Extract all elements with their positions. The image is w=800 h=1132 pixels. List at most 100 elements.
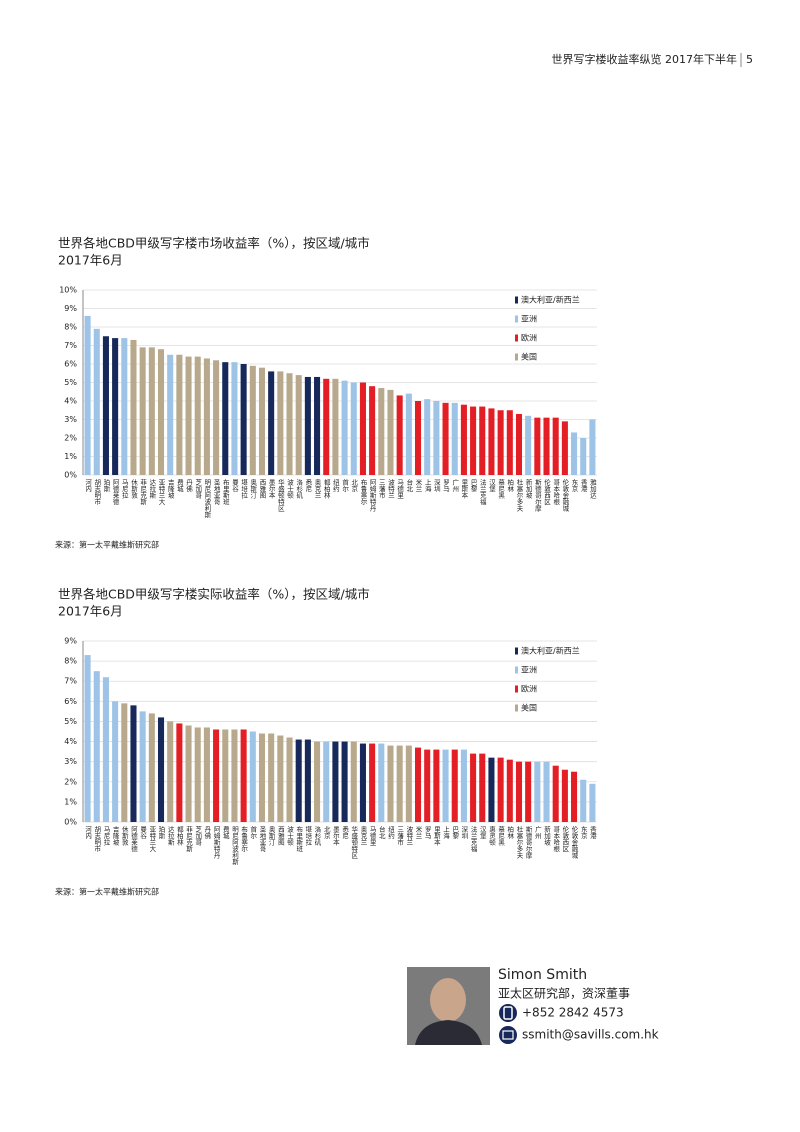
bar (258, 367, 266, 475)
bar (580, 438, 587, 475)
x-tick-label: 圣地亚哥 (212, 479, 220, 506)
x-tick-label: 柏林 (506, 825, 514, 841)
x-tick-label: 布里斯班 (295, 825, 303, 854)
x-tick-label: 丹佛 (185, 479, 193, 494)
x-tick-label: 休斯敦 (120, 825, 128, 847)
bar (350, 741, 357, 822)
bar (543, 417, 550, 475)
x-tick-label: 奥克兰 (313, 478, 321, 499)
x-tick-label: 墨尔本 (331, 826, 339, 847)
x-tick-label: 都柏林 (175, 826, 183, 847)
bar (470, 753, 477, 822)
x-tick-label: 阿德莱德 (129, 825, 137, 854)
x-tick-label: 慕尼黑 (497, 825, 505, 847)
x-tick-label: 罗马 (442, 479, 450, 494)
x-tick-label: 华盛顿特区 (276, 478, 284, 512)
x-tick-label: 吉隆坡 (166, 479, 174, 500)
legend-swatch (515, 685, 518, 693)
bar (460, 749, 467, 822)
y-tick-label: 9% (64, 304, 77, 313)
x-tick-label: 奥斯汀 (249, 478, 257, 499)
legend-swatch (515, 353, 518, 361)
x-tick-label: 马尼拉 (102, 826, 110, 847)
bar (314, 376, 321, 475)
bar (433, 401, 440, 475)
x-tick-label: 芝加哥 (194, 478, 202, 499)
chart-subtitle: 2017年6月 (58, 604, 123, 619)
x-tick-label: 汉堡 (478, 826, 486, 840)
bar (534, 761, 541, 822)
x-tick-label: 波士顿 (286, 825, 294, 847)
legend-label: 欧洲 (521, 333, 537, 343)
bar (369, 743, 376, 822)
bar (139, 711, 146, 822)
legend-label: 亚洲 (521, 666, 537, 675)
bar (350, 382, 357, 475)
x-tick-label: 台北 (377, 825, 385, 841)
x-tick-label: 深圳 (432, 478, 440, 494)
x-tick-label: 明尼阿波利斯 (203, 479, 211, 520)
x-tick-label: 香港 (579, 478, 587, 494)
y-tick-label: 10% (59, 286, 77, 295)
x-tick-label: 东京 (570, 478, 578, 494)
bar (580, 779, 587, 822)
legend-swatch (515, 315, 518, 323)
page-number: 5 (746, 53, 753, 66)
legend-label: 美国 (521, 352, 537, 362)
bar (405, 745, 412, 822)
x-tick-label: 杜塞尔多夫 (515, 478, 523, 513)
bar (295, 375, 302, 475)
bar (231, 362, 238, 475)
y-tick-label: 9% (64, 637, 77, 646)
bar (121, 338, 128, 475)
bar (258, 733, 266, 822)
x-tick-label: 费城 (175, 478, 183, 494)
x-tick-label: 墨尔本 (267, 479, 275, 500)
y-tick-label: 8% (64, 657, 77, 666)
x-tick-label: 上海 (442, 825, 450, 841)
x-tick-label: 马德里 (368, 826, 376, 846)
y-tick-label: 6% (64, 360, 77, 369)
y-tick-label: 2% (64, 434, 77, 443)
x-tick-label: 纽约 (331, 478, 339, 494)
x-tick-label: 曼谷 (139, 826, 147, 841)
y-tick-label: 8% (64, 323, 77, 332)
bar (176, 354, 183, 475)
x-tick-label: 奥斯汀 (267, 825, 275, 846)
x-tick-label: 达拉斯 (148, 478, 156, 500)
x-tick-label: 首尔 (341, 478, 349, 493)
bar (323, 741, 330, 822)
x-tick-label: 伦敦西区 (561, 825, 569, 853)
x-tick-label: 阿德莱德 (111, 478, 119, 507)
bar (112, 701, 119, 822)
chart-title: 世界各地CBD甲级写字楼市场收益率（%），按区域/城市 (58, 236, 370, 251)
bar (286, 373, 293, 475)
bar (240, 364, 247, 475)
bar (479, 753, 486, 822)
bar (222, 362, 229, 475)
bar (84, 315, 91, 475)
bar (139, 347, 146, 475)
source-note: 来源：第一太平戴维斯研究部 (55, 540, 159, 550)
x-tick-label: 阿姆斯特丹 (212, 825, 220, 860)
bar (424, 399, 431, 475)
x-tick-label: 奥克兰 (359, 825, 367, 846)
bar (515, 413, 523, 475)
bar (148, 347, 155, 475)
x-tick-label: 都柏林 (322, 479, 330, 500)
x-tick-label: 曼谷 (230, 479, 238, 494)
x-tick-label: 亚特兰大 (157, 479, 165, 507)
x-tick-label: 胡志明市 (93, 478, 101, 507)
x-tick-label: 哥本哈根 (552, 826, 560, 854)
x-tick-label: 洛杉矶 (313, 825, 321, 847)
x-tick-label: 斯德哥尔摩 (524, 825, 532, 860)
legend-swatch (515, 334, 518, 342)
y-tick-label: 5% (64, 717, 77, 726)
y-tick-label: 7% (64, 341, 77, 350)
x-tick-label: 布里斯班 (221, 478, 229, 507)
x-tick-label: 新加坡 (524, 478, 532, 500)
x-tick-label: 里斯本 (460, 479, 468, 500)
bar (332, 378, 339, 475)
y-tick-label: 0% (64, 471, 77, 480)
bar (571, 432, 578, 475)
